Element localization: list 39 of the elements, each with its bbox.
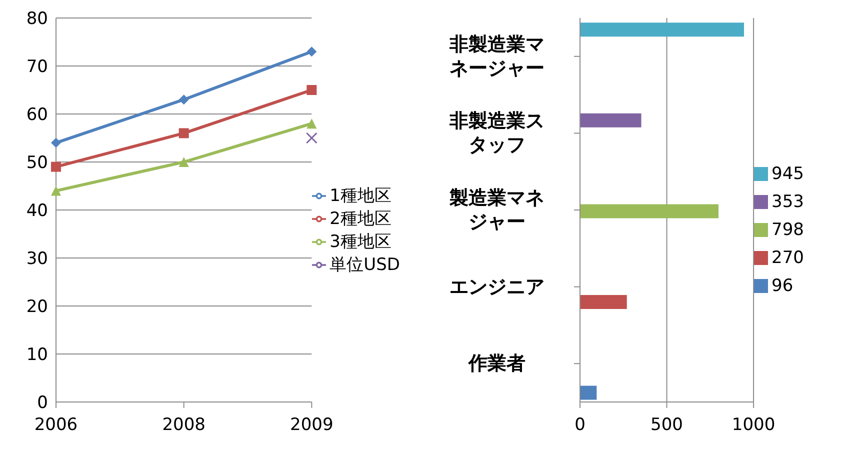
legend-label: 1種地区 xyxy=(330,186,392,206)
legend-label: 3種地区 xyxy=(330,232,392,252)
y-tick-label: 70 xyxy=(26,57,48,78)
legend-label: 単位USD xyxy=(330,255,400,275)
point xyxy=(51,138,61,148)
point xyxy=(306,132,318,144)
legend-label: 96 xyxy=(772,276,794,296)
y-tick-label: 非製造業スタッフ xyxy=(448,110,544,156)
y-tick-label: 60 xyxy=(26,105,48,126)
point xyxy=(51,162,61,172)
y-tick-label: 製造業マネジャー xyxy=(448,187,544,233)
y-tick-label: エンジニア xyxy=(450,276,544,298)
point xyxy=(178,128,189,138)
x-tick-label: 2006 xyxy=(34,415,78,436)
point xyxy=(306,118,317,129)
legend-label: 2種地区 xyxy=(330,209,392,229)
point xyxy=(178,94,189,105)
x-tick-label: 1000 xyxy=(732,415,776,436)
y-tick-label: 10 xyxy=(26,345,48,366)
legend-label: 798 xyxy=(772,220,804,240)
point xyxy=(306,46,317,57)
x-tick-label: 2008 xyxy=(162,415,206,436)
legend-label: 353 xyxy=(772,192,804,212)
y-tick-label: 0 xyxy=(37,393,48,414)
legend-label: 270 xyxy=(772,248,804,268)
y-tick-label: 20 xyxy=(26,297,48,318)
y-tick-label: 40 xyxy=(26,201,48,222)
x-tick-label: 500 xyxy=(650,415,683,436)
point xyxy=(51,186,61,196)
point xyxy=(178,157,189,167)
legend-label: 945 xyxy=(772,164,804,184)
x-tick-label: 2009 xyxy=(290,415,334,436)
x-tick-label: 0 xyxy=(574,415,586,436)
y-tick-label: 50 xyxy=(26,153,48,174)
y-tick-label: 80 xyxy=(26,9,48,30)
y-tick-label: 作業者 xyxy=(468,352,526,375)
y-tick-label: 非製造業マネージャー xyxy=(448,33,544,80)
point xyxy=(306,85,317,95)
y-tick-label: 30 xyxy=(26,249,48,270)
